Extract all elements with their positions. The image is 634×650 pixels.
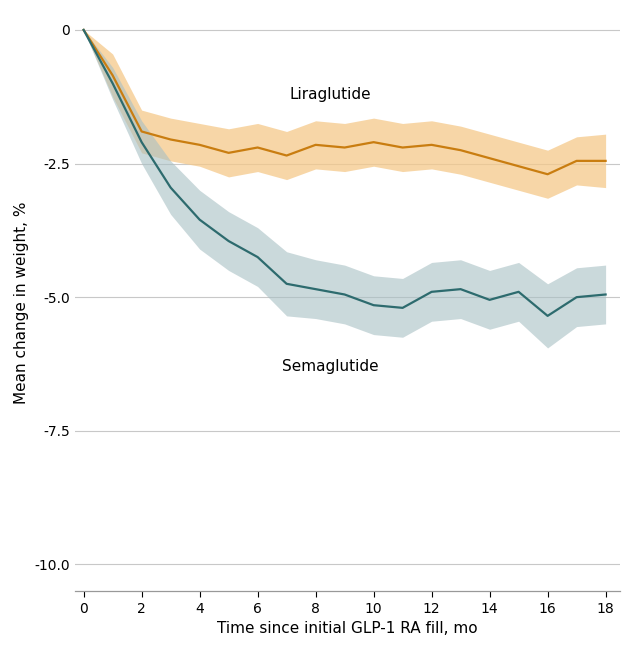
Y-axis label: Mean change in weight, %: Mean change in weight, % [14,202,29,404]
X-axis label: Time since initial GLP-1 RA fill, mo: Time since initial GLP-1 RA fill, mo [217,621,478,636]
Text: Liraglutide: Liraglutide [289,86,371,101]
Text: Semaglutide: Semaglutide [281,359,378,374]
